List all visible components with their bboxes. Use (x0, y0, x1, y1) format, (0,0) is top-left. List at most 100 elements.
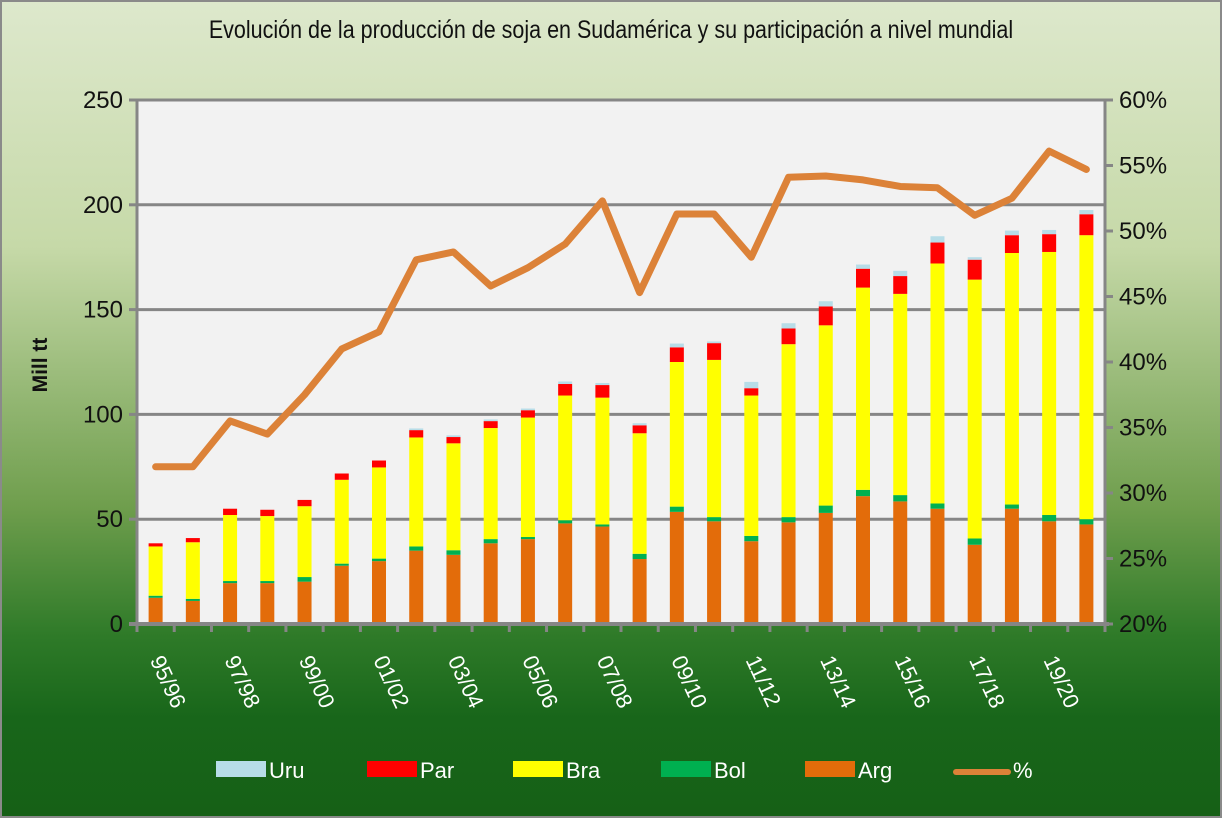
bar-uru-13-14 (818, 301, 833, 307)
bar-bol-15-16 (893, 495, 908, 502)
legend-swatch-uru (216, 761, 266, 777)
bar-par-11-12 (744, 388, 759, 396)
bar-uru-11-12 (744, 381, 759, 389)
x-tick-label: 05/06 (517, 652, 563, 712)
x-tick-label: 07/08 (592, 652, 638, 712)
bar-bol-95-96 (148, 595, 163, 598)
bar-arg-16-17 (930, 508, 945, 624)
y-tick-label: 250 (83, 87, 123, 114)
bar-par-97-98 (223, 508, 238, 516)
bar-uru-15-16 (893, 270, 908, 277)
bar-bol-12-13 (781, 517, 796, 523)
y-tick-label: 50 (96, 506, 123, 533)
bar-uru-02-03 (409, 428, 424, 431)
bar-bra-09-10 (669, 362, 684, 507)
bar-arg-02-03 (409, 550, 424, 624)
bar-par-00-01 (334, 473, 349, 480)
bar-par-17-18 (967, 259, 982, 280)
bar-bra-18-19 (1004, 253, 1019, 505)
bar-arg-06-07 (558, 523, 573, 624)
legend-label-arg: Arg (858, 758, 892, 783)
y2-tick-label: 40% (1119, 349, 1167, 376)
bar-bra-03-04 (446, 443, 461, 551)
bar-bra-99-00 (297, 506, 312, 578)
legend-label-bra: Bra (566, 758, 601, 783)
bar-arg-05-06 (520, 539, 535, 624)
y2-tick-label: 30% (1119, 480, 1167, 507)
bar-uru-19-20 (1042, 229, 1057, 235)
bar-bra-13-14 (818, 325, 833, 506)
bar-uru-03-04 (446, 435, 461, 438)
x-tick-label: 17/18 (964, 652, 1010, 712)
bar-bra-16-17 (930, 263, 945, 504)
bar-par-99-00 (297, 499, 312, 507)
bar-par-16-17 (930, 242, 945, 264)
bar-uru-14-15 (856, 264, 870, 269)
bar-bol-13-14 (818, 505, 833, 513)
bar-arg-12-13 (781, 522, 796, 624)
bar-uru-07-08 (595, 382, 610, 386)
bar-arg-97-98 (223, 583, 238, 624)
bar-bra-08-09 (632, 433, 647, 554)
legend-swatch-par (367, 761, 417, 777)
bar-bol-06-07 (558, 520, 573, 524)
bar-par-18-19 (1004, 235, 1019, 254)
bar-arg-08-09 (632, 559, 647, 624)
bar-bol-03-04 (446, 550, 461, 555)
bar-par-12-13 (781, 328, 796, 345)
bar-arg-10-11 (707, 521, 722, 624)
bar-bra-19-20 (1042, 251, 1057, 516)
bar-bra-06-07 (558, 395, 573, 521)
y-tick-label: 150 (83, 297, 123, 324)
plot-area (137, 100, 1105, 624)
bar-arg-07-08 (595, 526, 610, 624)
bar-bol-09-10 (669, 506, 684, 512)
bar-bol-99-00 (297, 577, 312, 582)
bar-bol-14-15 (856, 489, 870, 497)
y-tick-label: 100 (83, 401, 123, 428)
bar-bra-97-98 (223, 515, 238, 582)
bar-bol-01-02 (372, 558, 386, 562)
bar-par-08-09 (632, 425, 647, 434)
chart-title: Evolución de la producción de soja en Su… (208, 16, 1014, 44)
bar-bra-01-02 (372, 467, 386, 559)
bar-par-15-16 (893, 276, 908, 294)
bar-arg-17-18 (967, 544, 982, 624)
bar-bra-14-15 (856, 287, 870, 490)
bar-bol-07-08 (595, 524, 610, 527)
bar-bra-07-08 (595, 397, 610, 525)
bar-bol-96-97 (185, 598, 200, 601)
bar-bra-05-06 (520, 417, 535, 538)
x-tick-label: 99/00 (294, 652, 340, 712)
bar-par-06-07 (558, 384, 573, 396)
legend-swatch-bra (513, 761, 563, 777)
bar-par-19-20 (1042, 234, 1057, 252)
bar-bol-04-05 (483, 539, 498, 544)
legend-swatch-arg (805, 761, 855, 777)
bar-bol-10-11 (707, 517, 722, 522)
x-tick-label: 03/04 (443, 652, 489, 712)
legend-label-par: Par (420, 758, 454, 783)
x-tick-label: 09/10 (666, 652, 712, 712)
bar-bra-11-12 (744, 395, 759, 536)
bar-uru-20-21 (1079, 210, 1094, 215)
bar-par-95-96 (148, 543, 163, 547)
y-tick-label: 200 (83, 192, 123, 219)
bar-bol-02-03 (409, 546, 424, 551)
bar-arg-15-16 (893, 501, 908, 624)
bar-bra-00-01 (334, 479, 349, 564)
bar-uru-17-18 (967, 257, 982, 260)
bar-bol-18-19 (1004, 504, 1019, 509)
y2-tick-label: 20% (1119, 611, 1167, 638)
legend-label-percent: % (1013, 758, 1033, 783)
bar-arg-18-19 (1004, 508, 1019, 624)
bar-uru-08-09 (632, 423, 647, 426)
x-tick-label: 97/98 (220, 652, 266, 712)
bar-bol-16-17 (930, 503, 945, 509)
bar-bol-19-20 (1042, 515, 1057, 522)
bar-par-03-04 (446, 437, 461, 444)
bar-par-09-10 (669, 347, 684, 362)
bar-uru-06-07 (558, 381, 573, 385)
bar-par-01-02 (372, 460, 386, 468)
